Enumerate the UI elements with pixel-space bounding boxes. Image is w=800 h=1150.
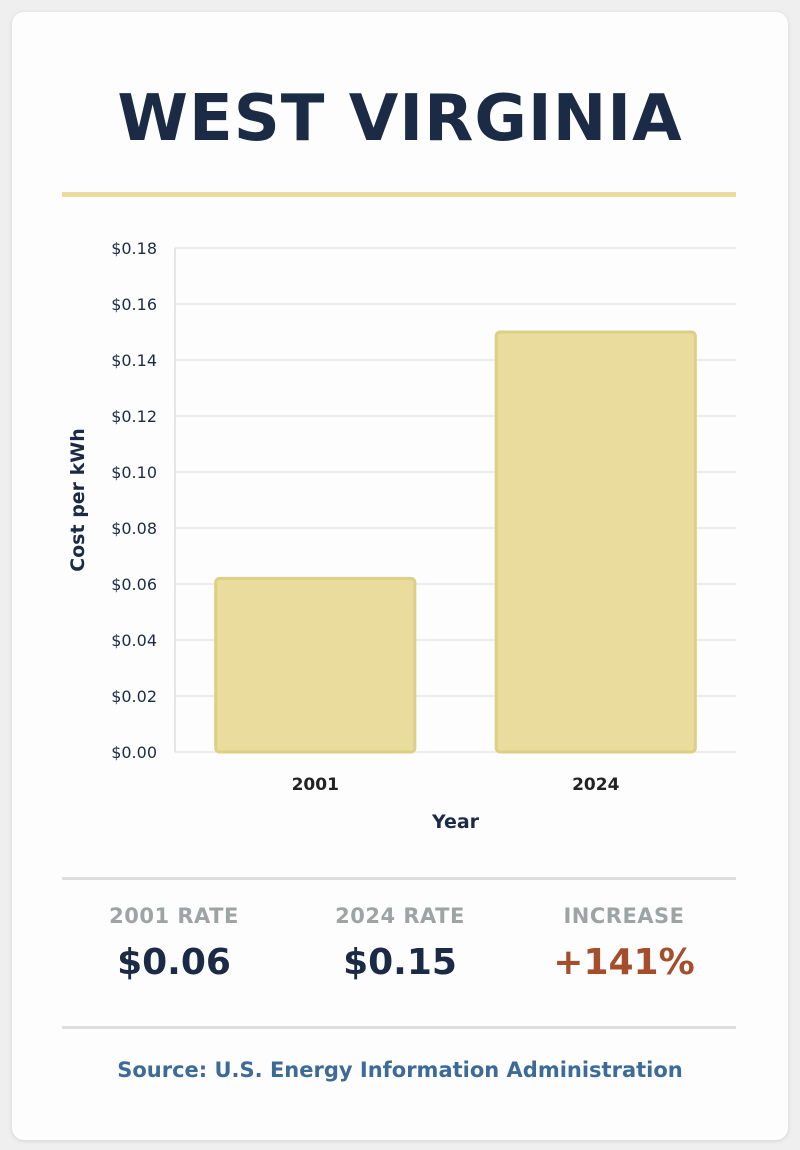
x-tick-label: 2001 <box>292 775 339 795</box>
x-axis-title: Year <box>431 811 480 833</box>
y-tick-label: $0.08 <box>111 519 157 538</box>
page-title: WEST VIRGINIA <box>117 82 683 156</box>
stat-label: 2001 RATE <box>109 904 239 928</box>
x-tick-label: 2024 <box>572 775 619 795</box>
stat-label: INCREASE <box>563 904 685 928</box>
y-axis-title: Cost per kWh <box>67 428 89 572</box>
bar-chart: $0.00 $0.02 $0.04 $0.06 $0.08 $0.10 $0.12 $0.14… <box>67 239 736 833</box>
bar-2024 <box>494 330 697 754</box>
stat-2001-rate: 2001 RATE $0.06 <box>62 904 286 983</box>
title-underline <box>62 192 736 197</box>
stat-value: $0.15 <box>343 942 457 983</box>
stat-value: $0.06 <box>117 942 231 983</box>
y-tick-label: $0.04 <box>111 631 157 650</box>
stat-2024-rate: 2024 RATE $0.15 <box>288 904 512 983</box>
y-tick-label: $0.16 <box>111 295 157 314</box>
y-tick-label: $0.00 <box>111 743 157 762</box>
divider-bottom <box>62 1026 736 1029</box>
bar-2001 <box>214 576 417 754</box>
divider-top <box>62 877 736 880</box>
stat-value: +141% <box>553 942 695 983</box>
stat-increase: INCREASE +141% <box>512 904 736 983</box>
y-tick-label: $0.02 <box>111 687 157 706</box>
y-tick-label: $0.06 <box>111 575 157 594</box>
y-tick-label: $0.18 <box>111 239 157 258</box>
chart-card: WEST VIRGINIA $0.00 $0.02 $0.04 $0.06 $0.08 $… <box>12 12 788 1140</box>
y-tick-label: $0.14 <box>111 351 157 370</box>
stat-label: 2024 RATE <box>335 904 465 928</box>
y-tick-label: $0.10 <box>111 463 157 482</box>
y-tick-label: $0.12 <box>111 407 157 426</box>
source-credit: Source: U.S. Energy Information Administ… <box>117 1058 683 1082</box>
